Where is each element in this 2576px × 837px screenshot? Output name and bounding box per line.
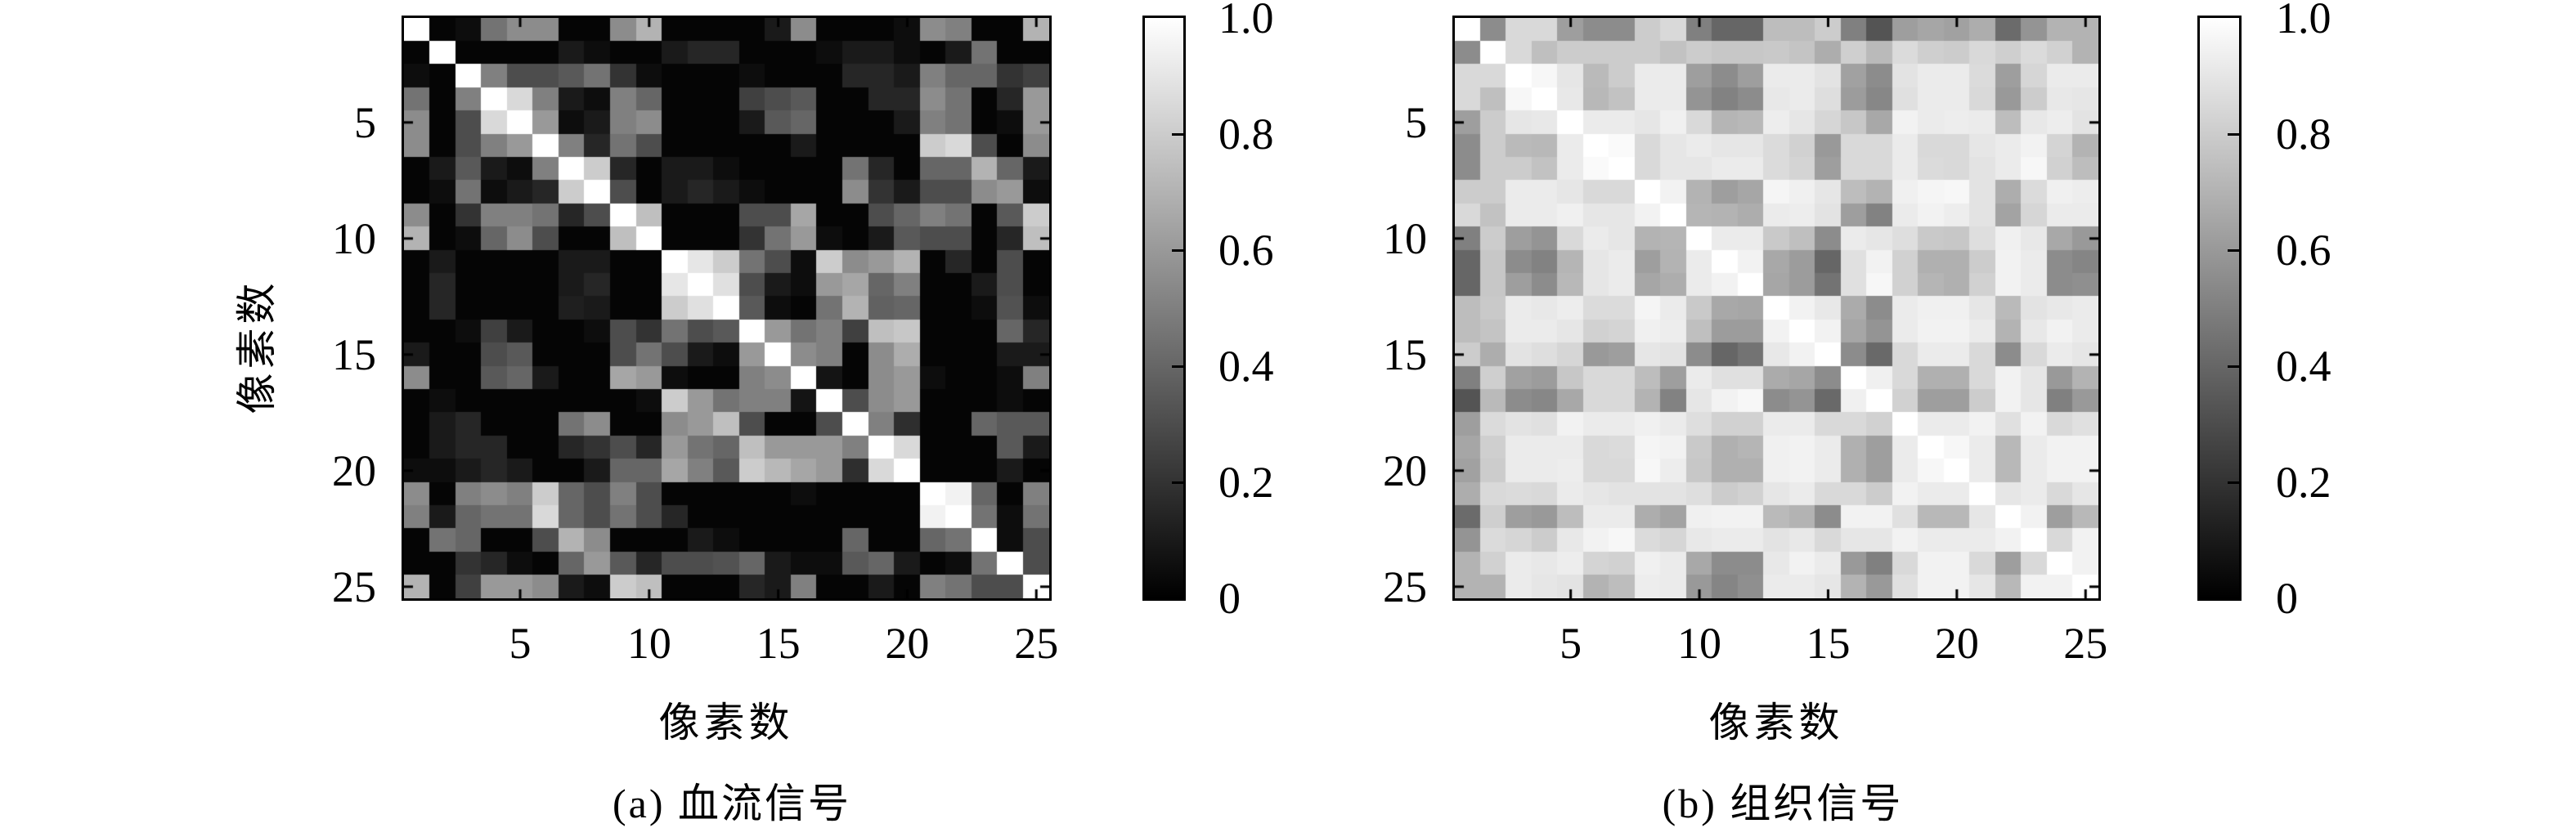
colorbar-tick-label: 0.8 (2276, 110, 2331, 159)
x-tick-label: 10 (626, 619, 671, 668)
colorbar-tick-mark (2228, 132, 2239, 136)
colorbar-a-gradient (1145, 18, 1183, 598)
y-tick-label: 20 (332, 445, 376, 495)
heatmap-a-axes-frame (402, 16, 1052, 601)
caption-b: (b) 组织信号 (1662, 781, 1904, 826)
y-tick-label: 10 (1383, 213, 1427, 263)
colorbar-tick-label: 0.6 (1218, 226, 1274, 275)
x-tick-label: 20 (885, 619, 930, 668)
colorbar-tick-label: 0.2 (2276, 458, 2331, 507)
colorbar-a-frame (1142, 16, 1186, 601)
colorbar-tick-mark (2228, 248, 2239, 252)
heatmap-b-axes-frame (1452, 16, 2101, 601)
y-tick-label: 10 (332, 213, 376, 263)
colorbar-tick-label: 0.2 (1218, 458, 1274, 507)
colorbar-tick-label: 0.6 (2276, 226, 2331, 275)
y-tick-label: 15 (332, 329, 376, 379)
colorbar-b-frame (2197, 16, 2242, 601)
heatmap-b-xlabel: 像素数 (1708, 700, 1844, 745)
colorbar-tick-label: 0.4 (1218, 342, 1274, 391)
colorbar-tick-label: 1.0 (2276, 0, 2331, 43)
x-tick-label: 20 (1934, 619, 1979, 668)
x-tick-label: 25 (2063, 619, 2108, 668)
heatmap-a-xlabel: 像素数 (658, 700, 794, 745)
colorbar-tick-mark (1172, 365, 1183, 368)
colorbar-tick-mark (1172, 481, 1183, 484)
colorbar-b-gradient (2200, 18, 2239, 598)
x-tick-label: 5 (509, 619, 532, 668)
colorbar-tick-mark (2228, 365, 2239, 368)
colorbar-tick-label: 0 (2276, 574, 2298, 623)
colorbar-tick-label: 1.0 (1218, 0, 1274, 43)
y-tick-label: 20 (1383, 445, 1427, 495)
heatmap-b-matrix (1455, 18, 2098, 598)
y-tick-label: 5 (1405, 97, 1427, 147)
colorbar-tick-label: 0.8 (1218, 110, 1274, 159)
caption-a: (a) 血流信号 (613, 781, 851, 826)
y-tick-label: 15 (1383, 329, 1427, 379)
y-tick-label: 5 (354, 97, 376, 147)
colorbar-tick-mark (1172, 248, 1183, 252)
colorbar-tick-label: 0 (1218, 574, 1241, 623)
x-tick-label: 15 (756, 619, 801, 668)
y-tick-label: 25 (1383, 562, 1427, 611)
x-tick-label: 25 (1014, 619, 1059, 668)
heatmap-a-ylabel: 像素数 (234, 279, 280, 414)
x-tick-label: 5 (1560, 619, 1582, 668)
colorbar-tick-label: 0.4 (2276, 342, 2331, 391)
heatmap-a-matrix (404, 18, 1049, 598)
y-tick-label: 25 (332, 562, 376, 611)
colorbar-tick-mark (1172, 132, 1183, 136)
x-tick-label: 15 (1806, 619, 1851, 668)
x-tick-label: 10 (1677, 619, 1722, 668)
colorbar-tick-mark (2228, 481, 2239, 484)
